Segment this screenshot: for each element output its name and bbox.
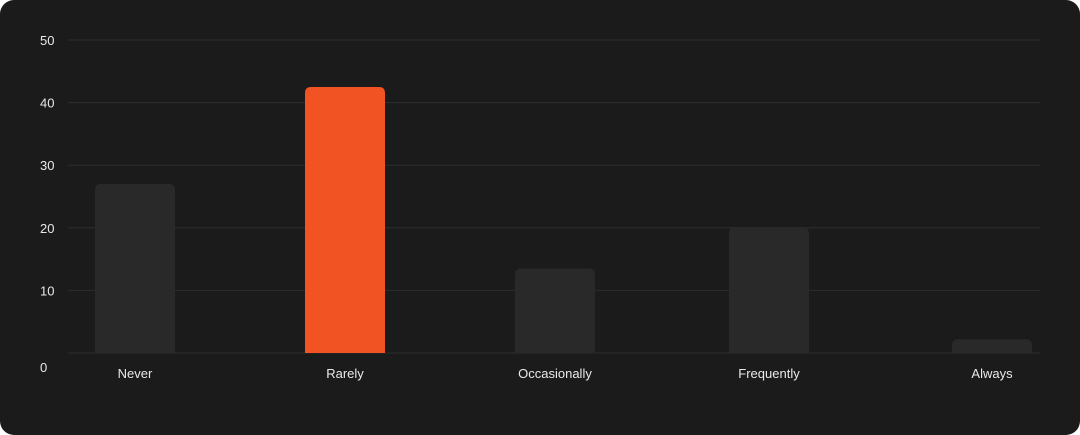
y-tick-label-50: 50: [40, 33, 54, 48]
bar-rarely: [305, 86, 385, 353]
y-axis-ticks: 0 10 20 30 40 50: [40, 33, 54, 375]
bar-occasionally: [515, 268, 595, 353]
y-tick-label-10: 10: [40, 283, 54, 298]
x-label-occasionally: Occasionally: [518, 366, 592, 381]
x-axis-labels: Never Rarely Occasionally Frequently Always: [118, 366, 1013, 381]
x-label-rarely: Rarely: [326, 366, 364, 381]
bar-never: [95, 183, 175, 353]
bars: [95, 86, 1032, 353]
y-tick-label-0: 0: [40, 360, 47, 375]
x-label-frequently: Frequently: [738, 366, 800, 381]
y-tick-label-40: 40: [40, 96, 54, 111]
grid-lines: [68, 39, 1040, 354]
bar-frequently: [729, 227, 809, 353]
x-label-always: Always: [971, 366, 1013, 381]
bar-always: [952, 339, 1032, 353]
x-label-never: Never: [118, 366, 153, 381]
y-tick-label-20: 20: [40, 221, 54, 236]
y-tick-label-30: 30: [40, 158, 54, 173]
